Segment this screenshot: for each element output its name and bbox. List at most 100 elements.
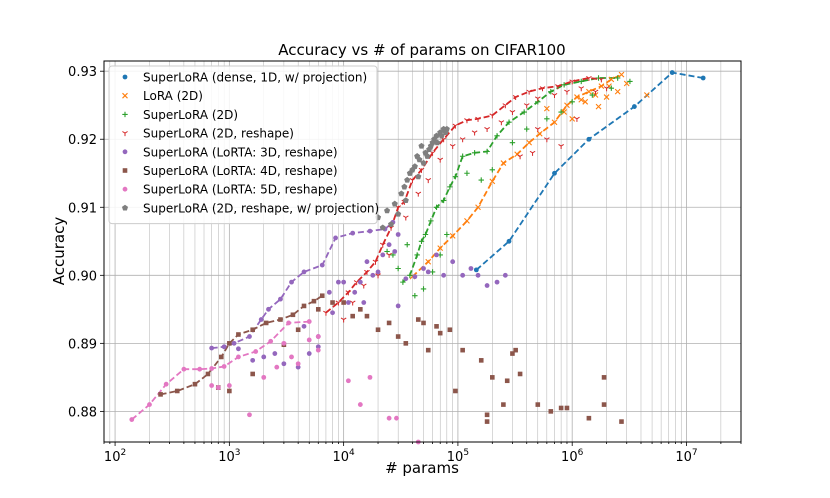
data-point [404,176,411,183]
data-point [226,383,232,388]
data-point [558,109,564,115]
x-tick-label: 104 [332,448,355,465]
data-point [428,218,434,224]
data-point [509,110,516,116]
legend-marker [122,186,128,192]
legend-label: LoRA (2D) [143,89,203,103]
data-point [158,392,163,397]
data-point [471,130,478,136]
data-point [494,279,500,285]
data-point [438,132,445,139]
y-tick-label: 0.89 [68,337,97,352]
data-point [306,337,312,343]
data-point [561,109,568,115]
data-point [301,269,307,275]
data-point [415,317,421,322]
data-point [578,78,584,85]
data-point [388,221,395,227]
data-point [266,306,271,312]
data-point [281,340,287,346]
data-point [341,300,346,305]
data-point [218,354,224,360]
data-point [509,139,516,146]
data-point [484,283,490,288]
data-point [147,402,152,407]
data-point [341,279,347,285]
data-point [437,330,443,336]
data-point [534,96,541,102]
data-point [215,385,221,390]
data-point [395,303,401,309]
data-point [586,136,592,142]
data-point [261,374,267,380]
data-point [643,92,650,98]
data-point [250,327,255,333]
data-point [357,402,363,407]
data-point [301,303,307,309]
data-point [595,75,602,81]
data-point [619,419,624,424]
series-4-markers [209,219,508,370]
data-point [250,357,256,363]
data-point [501,402,506,407]
series-7-markers [374,125,450,231]
data-point [375,327,381,333]
data-point [452,173,459,180]
data-point [521,109,527,115]
data-point [592,89,599,95]
data-point [425,258,432,265]
data-point [700,75,706,81]
data-point [539,86,546,92]
x-tick-exponent: 5 [463,448,469,458]
data-point [523,103,530,109]
legend-marker [122,92,128,99]
data-point [415,191,422,197]
data-point [586,75,592,82]
data-point [524,126,530,132]
data-point [489,167,496,173]
x-tick-exponent: 7 [692,448,698,458]
y-axis-ticks: 0.88 0.89 0.90 0.91 0.92 0.93 [68,65,104,420]
x-tick-base: 10 [104,450,121,465]
data-point [395,265,401,272]
data-point [669,70,675,75]
data-point [306,319,312,324]
data-point [403,276,409,282]
legend-label: SuperLoRA (dense, 1D, w/ projection) [143,71,367,85]
legend-marker [121,204,129,211]
legend-label: SuperLoRA (2D, reshape, w/ projection) [143,201,379,215]
legend-label: SuperLoRA (LoRTA: 4D, reshape) [143,164,338,178]
data-point [330,300,335,305]
data-point [603,86,610,92]
data-point [350,230,356,236]
data-point [394,415,399,421]
data-point [437,245,444,251]
data-point [569,79,576,85]
data-point [601,375,607,380]
data-point [315,334,321,339]
data-point [364,259,370,265]
data-point [319,293,325,299]
data-point [517,371,523,377]
data-point [464,217,470,224]
legend: SuperLoRA (dense, 1D, w/ projection) LoRA… [108,65,379,225]
data-point [484,412,490,418]
data-point [400,279,406,285]
data-point [345,300,351,305]
legend-marker [122,131,128,137]
data-point [375,273,381,279]
data-point [209,366,215,371]
data-point [192,381,198,387]
data-point [295,361,301,367]
data-markers [129,70,706,445]
data-point [504,378,510,384]
data-point [449,144,456,150]
data-point [345,378,351,384]
data-point [407,272,413,279]
data-point [360,283,367,289]
data-point [627,78,633,85]
data-point [475,116,481,122]
data-point [412,293,418,299]
data-point [551,119,558,126]
